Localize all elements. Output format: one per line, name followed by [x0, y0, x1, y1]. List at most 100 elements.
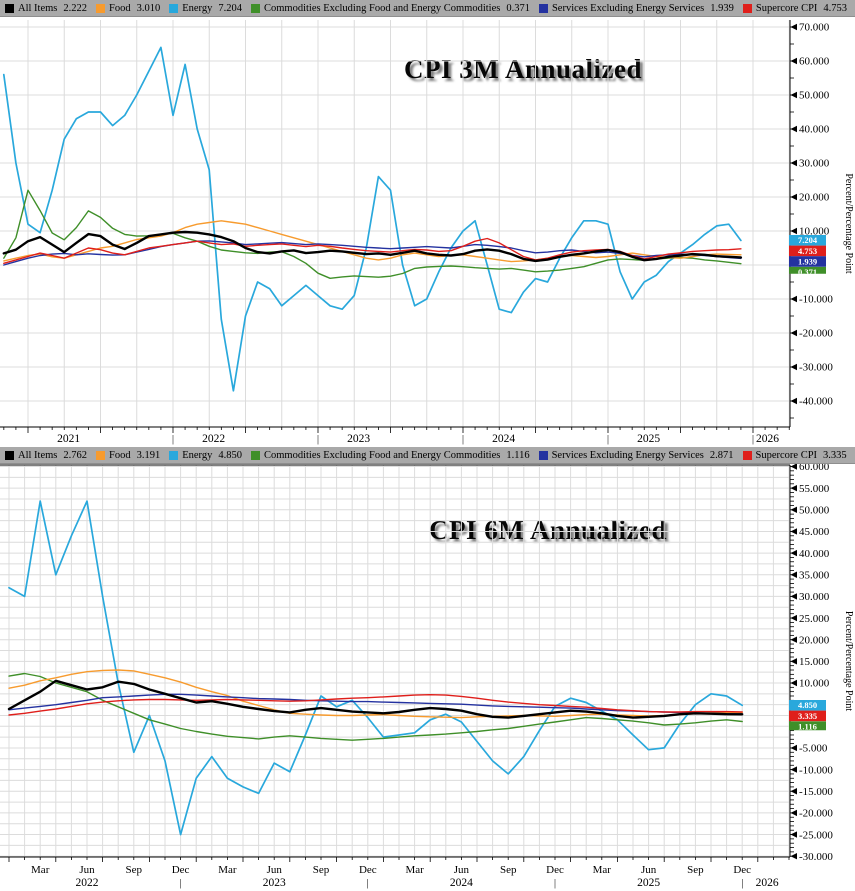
svg-text:7.204: 7.204	[798, 235, 818, 245]
chart-title-6m: CPI 6M Annualized	[429, 515, 667, 546]
y-tick-label: 20.000	[799, 192, 830, 204]
x-year-label: 2022	[76, 877, 99, 889]
legend-value: 3.191	[136, 449, 161, 461]
value-badge-commodities: 1.116	[789, 721, 826, 731]
legend-value: 4.850	[218, 449, 242, 461]
legend-swatch-services-icon	[538, 3, 548, 13]
x-year-pipe: |	[180, 878, 182, 889]
x-year-pipe: |	[172, 434, 174, 445]
series-line-food	[3, 220, 742, 263]
y-tick-label: 40.000	[799, 124, 830, 136]
y-tick-label: -30.000	[799, 362, 833, 374]
legend-item-supercore[interactable]: Supercore CPI 3.335	[742, 449, 847, 461]
y-tick-label: -40.000	[799, 396, 833, 408]
legend-item-supercore[interactable]: Supercore CPI 4.753	[742, 2, 848, 14]
svg-text:3.335: 3.335	[798, 711, 817, 721]
chart-title-3m: CPI 3M Annualized	[404, 54, 642, 85]
y-tick-arrow-icon	[790, 809, 797, 817]
legend-value: 1.939	[710, 2, 734, 14]
x-month-label: Sep	[126, 864, 143, 876]
legend-swatch-energy-icon	[169, 450, 179, 460]
y-tick-arrow-icon	[790, 614, 797, 622]
series-line-supercore	[8, 693, 743, 716]
legend-swatch-all_items-icon	[5, 3, 14, 13]
y-tick-arrow-icon	[790, 159, 797, 167]
value-badge-energy: 4.850	[789, 700, 826, 711]
legend-swatch-supercore-icon	[742, 450, 752, 460]
x-year-label: 2025	[637, 433, 660, 445]
x-year-pipe: |	[317, 434, 319, 445]
series-line-energy	[2, 46, 742, 392]
y-tick-label: -15.000	[799, 786, 833, 798]
x-year-pipe: |	[752, 434, 754, 445]
x-year-label: 2024	[492, 433, 515, 445]
svg-text:1.939: 1.939	[798, 256, 817, 266]
legend-value: 2.762	[63, 449, 87, 461]
legend-item-commodities[interactable]: Commodities Excluding Food and Energy Co…	[250, 2, 530, 14]
series-line-all_items	[2, 230, 743, 263]
y-tick-label: 70.000	[799, 22, 830, 34]
legend-item-all_items[interactable]: All Items 2.762	[5, 450, 87, 461]
chart-canvas-3m[interactable]: 70.000 60.000 50.000 40.000 30.000 20.000 10.0…	[0, 17, 855, 447]
y-tick-arrow-icon	[790, 91, 797, 99]
y-tick-arrow-icon	[790, 397, 797, 405]
y-tick-arrow-icon	[790, 484, 797, 492]
y-tick-arrow-icon	[790, 329, 797, 337]
svg-text:0.371: 0.371	[798, 267, 817, 277]
y-tick-arrow-icon	[790, 23, 797, 31]
legend-item-food[interactable]: Food 3.191	[96, 450, 160, 461]
legend-label: Energy	[182, 2, 213, 14]
y-tick-arrow-icon	[790, 853, 797, 860]
legend-value: 4.753	[823, 2, 848, 14]
y-tick-label: 60.000	[799, 56, 830, 68]
y-tick-arrow-icon	[790, 593, 797, 600]
y-tick-arrow-icon	[790, 193, 797, 201]
legend-swatch-food-icon	[96, 450, 105, 460]
value-badge-commodities: 0.371	[789, 266, 826, 277]
legend-label: All Items	[18, 2, 58, 14]
y-tick-label: 45.000	[799, 526, 830, 538]
legend-label: Supercore CPI	[755, 2, 818, 14]
x-year-label: 2023	[347, 433, 370, 445]
legend-swatch-all_items-icon	[5, 450, 14, 460]
y-tick-label: -25.000	[799, 829, 833, 841]
y-tick-label: -20.000	[799, 328, 833, 340]
chart-canvas-6m[interactable]: 60.000 55.000 50.000 45.000 40.000 35.000 30.0…	[0, 464, 855, 891]
legend-item-energy[interactable]: Energy 4.850	[169, 450, 242, 461]
x-year-pipe: |	[462, 434, 464, 445]
y-tick-label: -10.000	[799, 294, 833, 306]
legend-value: 3.335	[823, 449, 847, 461]
y-tick-arrow-icon	[790, 363, 797, 371]
y-axis-title: Percent/Percentage Point	[843, 611, 854, 711]
y-tick-arrow-icon	[790, 766, 797, 773]
plot-area[interactable]	[0, 465, 790, 857]
series-line-commodities	[8, 672, 743, 741]
x-month-label: Jun	[267, 864, 283, 876]
legend-item-commodities[interactable]: Commodities Excluding Food and Energy Co…	[250, 450, 530, 461]
value-badge-supercore: 3.335	[789, 710, 826, 722]
legend-item-all_items[interactable]: All Items 2.222	[5, 3, 87, 14]
x-year-label: 2025	[637, 877, 660, 889]
series-line-all_items	[7, 679, 744, 719]
legend-item-food[interactable]: Food 3.010	[96, 3, 160, 14]
plot-area[interactable]	[0, 20, 790, 427]
legend-item-energy[interactable]: Energy 7.204	[169, 3, 242, 14]
y-tick-arrow-icon	[790, 788, 797, 795]
y-tick-arrow-icon	[790, 125, 797, 133]
series-line-commodities	[3, 189, 742, 279]
legend-label: Commodities Excluding Food and Energy Co…	[263, 2, 501, 14]
legend-label: Supercore CPI	[755, 449, 818, 461]
x-year-label: 2022	[202, 433, 225, 445]
legend-bar-3m: All Items 2.222 Food 3.010 Energy 7.204 Commod…	[0, 0, 855, 17]
x-month-label: Jun	[454, 864, 470, 876]
legend-value: 7.204	[218, 2, 242, 14]
x-year-label: 2026	[756, 877, 779, 889]
y-tick-label: 25.000	[799, 613, 830, 625]
y-tick-arrow-icon	[790, 528, 797, 535]
legend-item-services[interactable]: Services Excluding Energy Services 2.871	[538, 450, 734, 461]
svg-text:1.116: 1.116	[798, 721, 817, 731]
panel-cpi-6m: All Items 2.762 Food 3.191 Energy 4.850 Commod…	[0, 447, 855, 891]
y-axis-title: Percent/Percentage Point	[843, 173, 854, 273]
legend-item-services[interactable]: Services Excluding Energy Services 1.939	[538, 2, 734, 14]
x-year-label: 2024	[450, 877, 473, 889]
